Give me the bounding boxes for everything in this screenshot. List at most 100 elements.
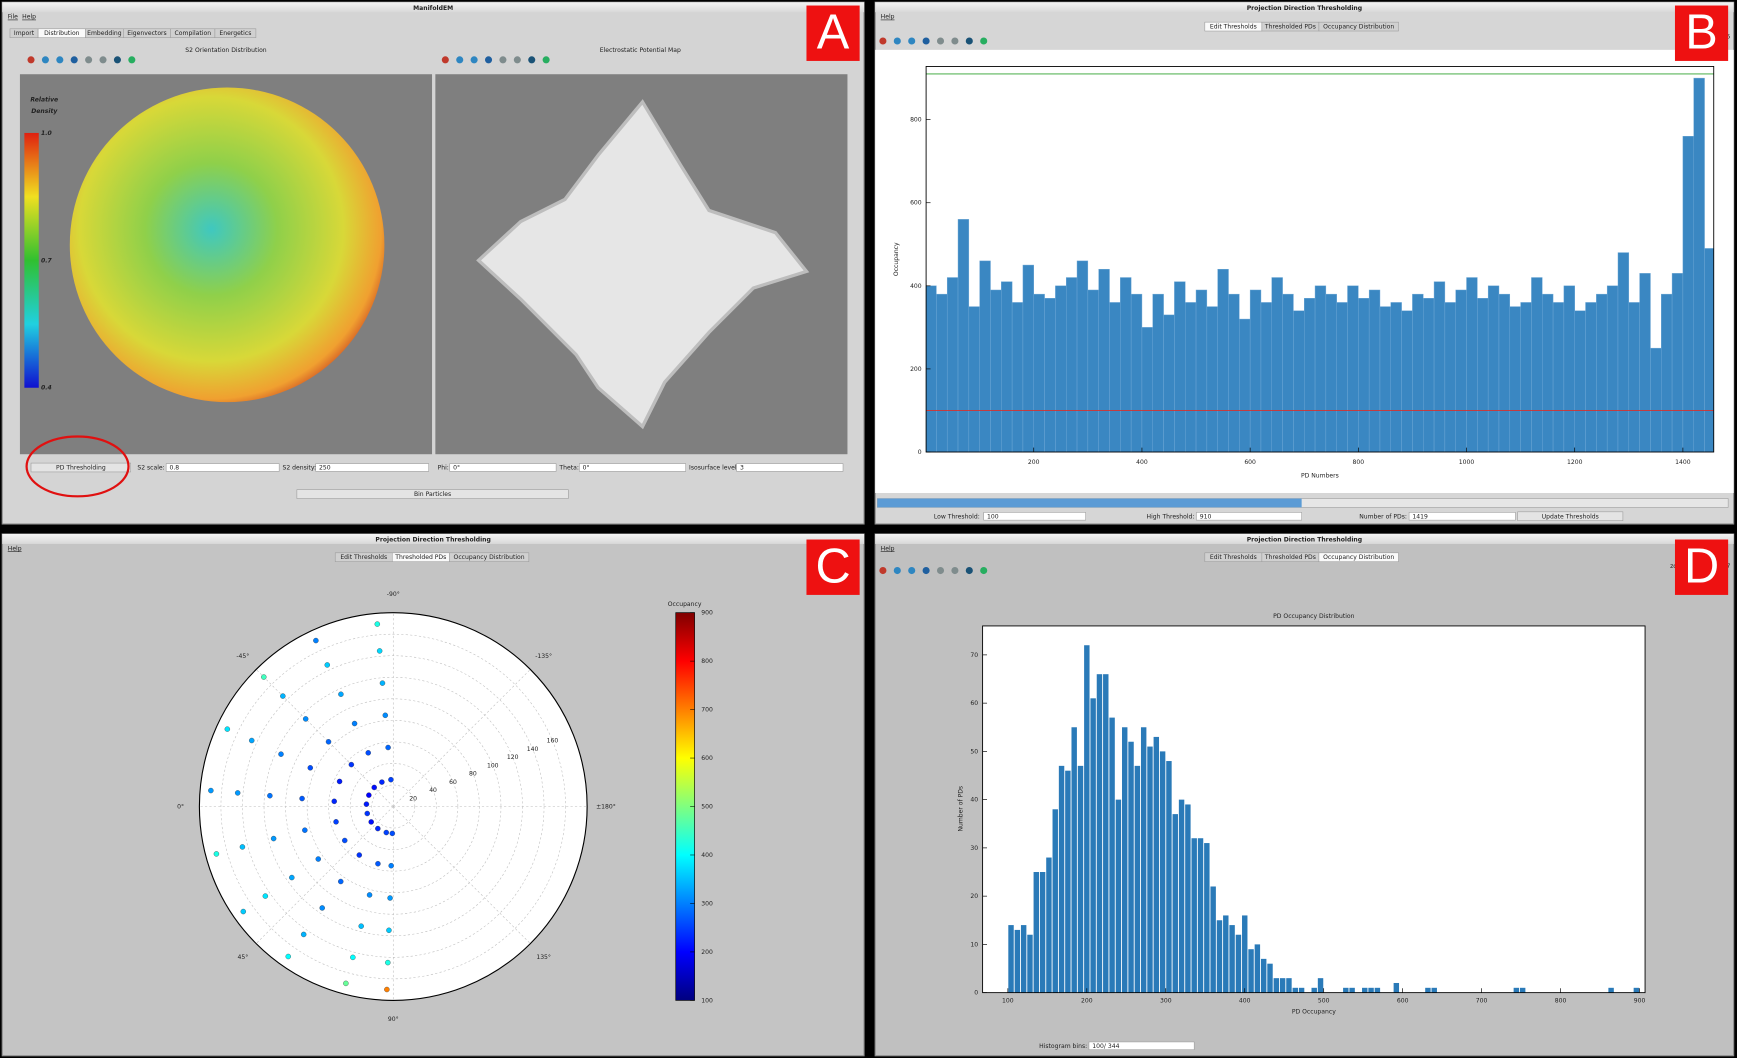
pd-point bbox=[240, 908, 246, 915]
pd-point bbox=[285, 953, 291, 960]
menu-item[interactable]: Help bbox=[8, 545, 22, 552]
menu-item[interactable]: Help bbox=[22, 14, 36, 21]
toolbar-button[interactable] bbox=[70, 56, 78, 64]
isosurface-box[interactable] bbox=[736, 463, 844, 472]
tab[interactable] bbox=[1318, 552, 1399, 562]
radial-tick-label: 100 bbox=[487, 762, 499, 769]
toolbar-button[interactable] bbox=[456, 56, 464, 64]
colorbar-tick-label: 100 bbox=[701, 997, 713, 1004]
pd-point bbox=[376, 648, 383, 654]
histogram-bar bbox=[1071, 727, 1077, 993]
toolbar-button[interactable] bbox=[980, 37, 988, 45]
histogram-bar bbox=[1153, 736, 1160, 993]
toolbar-button[interactable] bbox=[542, 56, 550, 64]
histogram-bar bbox=[1368, 987, 1374, 993]
histogram-bar bbox=[1020, 925, 1027, 993]
pd-count-input-box[interactable] bbox=[1408, 512, 1516, 521]
low-threshold-input-box[interactable] bbox=[983, 512, 1086, 521]
toolbar-button[interactable] bbox=[965, 37, 973, 45]
toolbar-button[interactable] bbox=[879, 566, 887, 575]
toolbar-button[interactable] bbox=[922, 566, 930, 575]
histogram-bar bbox=[1046, 857, 1052, 993]
pd-point bbox=[350, 954, 356, 961]
histogram-bar bbox=[1204, 843, 1210, 993]
bar bbox=[1076, 260, 1089, 453]
s2-density-box[interactable] bbox=[315, 463, 429, 472]
theta-box[interactable] bbox=[579, 463, 686, 472]
bar bbox=[1163, 314, 1175, 453]
high-threshold-input-box[interactable] bbox=[1196, 512, 1302, 521]
histogram-bins-input-box[interactable] bbox=[1088, 1041, 1195, 1050]
toolbar-button[interactable] bbox=[951, 566, 959, 575]
theta: 0° bbox=[583, 464, 590, 472]
pd-point bbox=[302, 827, 308, 833]
histogram-bar bbox=[1311, 987, 1317, 993]
toolbar-button[interactable] bbox=[936, 37, 945, 45]
histogram-bar bbox=[1210, 886, 1216, 993]
bar bbox=[1001, 281, 1013, 453]
update-thresholds-button-box[interactable] bbox=[1517, 511, 1624, 521]
histogram-bar bbox=[1273, 978, 1280, 993]
toolbar-button[interactable] bbox=[965, 566, 973, 575]
s2-scale-box[interactable] bbox=[165, 463, 280, 472]
pd-point bbox=[278, 751, 284, 757]
bar bbox=[1466, 277, 1478, 453]
y-tick-label: 0 bbox=[918, 449, 922, 456]
angular-tick-label: ±180° bbox=[596, 803, 616, 811]
toolbar-button[interactable] bbox=[908, 37, 916, 45]
x-tick-label: 500 bbox=[1318, 997, 1330, 1004]
toolbar-button[interactable] bbox=[470, 56, 478, 64]
menu-item[interactable]: Help bbox=[881, 545, 895, 552]
pd-point bbox=[302, 716, 309, 722]
toolbar-button[interactable] bbox=[441, 56, 449, 64]
toolbar-button[interactable] bbox=[893, 37, 901, 45]
bar bbox=[1671, 273, 1684, 453]
menu-item[interactable]: Help bbox=[881, 14, 895, 21]
histogram-bar bbox=[1147, 746, 1153, 993]
y-tick-label: 50 bbox=[970, 748, 978, 755]
toolbar-button[interactable] bbox=[922, 37, 930, 45]
toolbar-button[interactable] bbox=[908, 566, 916, 575]
toolbar-button[interactable] bbox=[41, 56, 49, 64]
toolbar-button[interactable] bbox=[484, 56, 493, 64]
angular-grid-line bbox=[393, 669, 531, 807]
angular-tick-label: 135° bbox=[536, 953, 551, 961]
window-title: ManifoldEM bbox=[413, 5, 453, 12]
angular-tick-label: -45° bbox=[236, 652, 249, 660]
toolbar-button[interactable] bbox=[128, 56, 136, 64]
phi: 0° bbox=[453, 464, 460, 472]
pd-point bbox=[324, 662, 330, 668]
phi-box[interactable] bbox=[449, 463, 557, 472]
tab[interactable] bbox=[449, 552, 530, 562]
pd-thresholding-button-box[interactable] bbox=[30, 462, 131, 473]
bar bbox=[1271, 277, 1283, 453]
toolbar-button[interactable] bbox=[893, 566, 901, 575]
toolbar-button[interactable] bbox=[980, 566, 988, 575]
toolbar-button[interactable] bbox=[936, 566, 945, 575]
toolbar-button[interactable] bbox=[499, 56, 507, 64]
tab[interactable] bbox=[1318, 21, 1399, 32]
toolbar-button[interactable] bbox=[113, 56, 121, 64]
bar bbox=[1401, 310, 1413, 453]
bar bbox=[1455, 289, 1467, 453]
menu-item[interactable]: File bbox=[8, 14, 18, 21]
bar bbox=[1314, 285, 1327, 453]
toolbar-button[interactable] bbox=[951, 37, 959, 45]
y-axis-label: Occupancy bbox=[893, 242, 900, 276]
toolbar-button[interactable] bbox=[99, 56, 107, 64]
bin-particles-button-box[interactable] bbox=[296, 489, 569, 499]
pd-point bbox=[383, 829, 390, 836]
pd-point bbox=[299, 795, 305, 802]
toolbar-button[interactable] bbox=[85, 56, 93, 64]
toolbar-button[interactable] bbox=[513, 56, 521, 64]
toolbar-button[interactable] bbox=[528, 56, 536, 64]
tab[interactable] bbox=[214, 28, 257, 38]
histogram-bar bbox=[1197, 838, 1204, 993]
toolbar-button[interactable] bbox=[56, 56, 64, 64]
pd-point bbox=[363, 801, 370, 807]
toolbar-button[interactable] bbox=[27, 56, 35, 64]
toolbar-button[interactable] bbox=[879, 37, 887, 45]
bar bbox=[936, 293, 948, 453]
histogram-bar bbox=[1140, 727, 1147, 993]
control-label: High Threshold: bbox=[1147, 513, 1195, 520]
